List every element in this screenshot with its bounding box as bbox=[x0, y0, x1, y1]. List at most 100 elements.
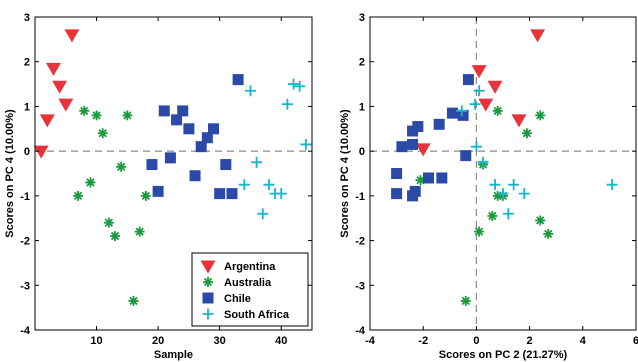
y-tick-label: 3 bbox=[24, 12, 30, 24]
y-tick-label: 1 bbox=[359, 101, 365, 113]
y-tick-label: -3 bbox=[20, 280, 30, 292]
legend-item-chile: Chile bbox=[202, 292, 251, 305]
x-tick-label: 2 bbox=[527, 335, 533, 347]
x-tick-label: 40 bbox=[275, 335, 287, 347]
point-south-africa bbox=[251, 156, 263, 168]
legend-label: Chile bbox=[224, 293, 251, 305]
y-tick-label: 2 bbox=[24, 57, 30, 69]
series-australia bbox=[415, 105, 554, 306]
point-australia bbox=[535, 215, 546, 226]
point-australia bbox=[128, 295, 139, 306]
series-chile bbox=[146, 74, 244, 200]
point-australia bbox=[79, 105, 90, 116]
y-tick-label: 0 bbox=[359, 146, 365, 158]
point-south-africa bbox=[294, 80, 306, 92]
point-australia bbox=[116, 161, 127, 172]
point-chile bbox=[164, 152, 176, 164]
point-south-africa bbox=[606, 179, 618, 191]
legend-label: Argentina bbox=[224, 261, 276, 273]
y-axis-label: Scores on PC 4 (10.00%) bbox=[339, 109, 351, 238]
point-south-africa bbox=[489, 179, 501, 191]
point-south-africa bbox=[281, 98, 293, 110]
point-south-africa bbox=[470, 141, 482, 153]
x-tick-label: 0 bbox=[473, 335, 479, 347]
legend-item-australia: Australia bbox=[203, 277, 272, 289]
y-tick-label: -2 bbox=[20, 236, 30, 248]
point-australia bbox=[415, 175, 426, 186]
y-tick-label: -2 bbox=[355, 236, 365, 248]
series-argentina bbox=[33, 29, 80, 159]
point-argentina bbox=[39, 114, 55, 128]
point-chile bbox=[183, 123, 195, 135]
point-chile bbox=[412, 121, 424, 133]
point-chile bbox=[214, 188, 226, 200]
point-argentina bbox=[478, 98, 494, 112]
series-australia bbox=[73, 105, 151, 306]
point-australia bbox=[91, 110, 102, 121]
point-argentina bbox=[471, 65, 487, 79]
point-argentina bbox=[33, 145, 49, 159]
point-australia bbox=[474, 226, 485, 237]
point-chile bbox=[433, 118, 445, 130]
legend: Argentina Australia Chile South Africa bbox=[191, 252, 309, 327]
point-south-africa bbox=[244, 85, 256, 97]
series-chile bbox=[391, 74, 474, 202]
point-chile bbox=[171, 114, 183, 126]
point-australia bbox=[140, 190, 151, 201]
point-chile bbox=[460, 150, 472, 162]
point-south-africa bbox=[508, 179, 520, 191]
point-chile bbox=[201, 132, 213, 144]
point-south-africa bbox=[469, 98, 481, 110]
point-argentina bbox=[530, 29, 546, 43]
point-south-africa bbox=[456, 105, 468, 117]
x-tick-label: -2 bbox=[418, 335, 428, 347]
point-australia bbox=[460, 295, 471, 306]
y-tick-label: 1 bbox=[24, 101, 30, 113]
point-australia bbox=[543, 228, 554, 239]
point-chile bbox=[226, 188, 238, 200]
y-tick-label: 3 bbox=[359, 12, 365, 24]
point-south-africa bbox=[263, 179, 275, 191]
point-chile bbox=[446, 107, 458, 119]
point-south-africa bbox=[300, 138, 312, 150]
x-tick-label: 20 bbox=[152, 335, 164, 347]
right-scatter-panel: 3 2 1 0 -1 -2 -3 -4-4 -2 0 2 4 6 Scores on PC 2 (21.2… bbox=[339, 12, 638, 361]
series-south-africa bbox=[456, 85, 618, 220]
legend-label: South Africa bbox=[224, 309, 290, 321]
point-australia bbox=[487, 210, 498, 221]
point-australia bbox=[492, 105, 503, 116]
x-tick-label: 10 bbox=[90, 335, 102, 347]
x-tick-label: 30 bbox=[214, 335, 226, 347]
point-chile bbox=[177, 105, 189, 117]
legend-item-argentina: Argentina bbox=[200, 260, 276, 274]
point-chile bbox=[208, 123, 220, 135]
point-australia bbox=[97, 128, 108, 139]
point-south-africa bbox=[275, 188, 287, 200]
point-chile bbox=[146, 159, 158, 171]
point-south-africa bbox=[238, 179, 250, 191]
y-tick-label: 2 bbox=[359, 57, 365, 69]
point-australia bbox=[492, 190, 503, 201]
point-south-africa bbox=[288, 78, 300, 90]
legend-swatch-south-africa bbox=[202, 308, 214, 320]
point-south-africa bbox=[497, 188, 509, 200]
legend-swatch-chile bbox=[202, 292, 214, 304]
point-south-africa bbox=[502, 208, 514, 220]
y-tick-label: -4 bbox=[20, 325, 31, 337]
point-chile bbox=[407, 138, 419, 150]
legend-item-south-africa: South Africa bbox=[202, 308, 290, 321]
point-argentina bbox=[45, 62, 61, 76]
point-australia bbox=[134, 226, 145, 237]
x-axis-label: Sample bbox=[154, 349, 193, 361]
point-argentina bbox=[487, 80, 503, 94]
legend-swatch-australia bbox=[203, 277, 213, 287]
point-argentina bbox=[58, 98, 74, 112]
x-tick-label: 6 bbox=[633, 335, 638, 347]
y-tick-label: -4 bbox=[355, 325, 366, 337]
point-chile bbox=[189, 170, 201, 182]
y-tick-label: 0 bbox=[24, 146, 30, 158]
point-argentina bbox=[64, 29, 80, 43]
y-tick-label: -1 bbox=[355, 191, 365, 203]
point-argentina bbox=[415, 143, 431, 157]
